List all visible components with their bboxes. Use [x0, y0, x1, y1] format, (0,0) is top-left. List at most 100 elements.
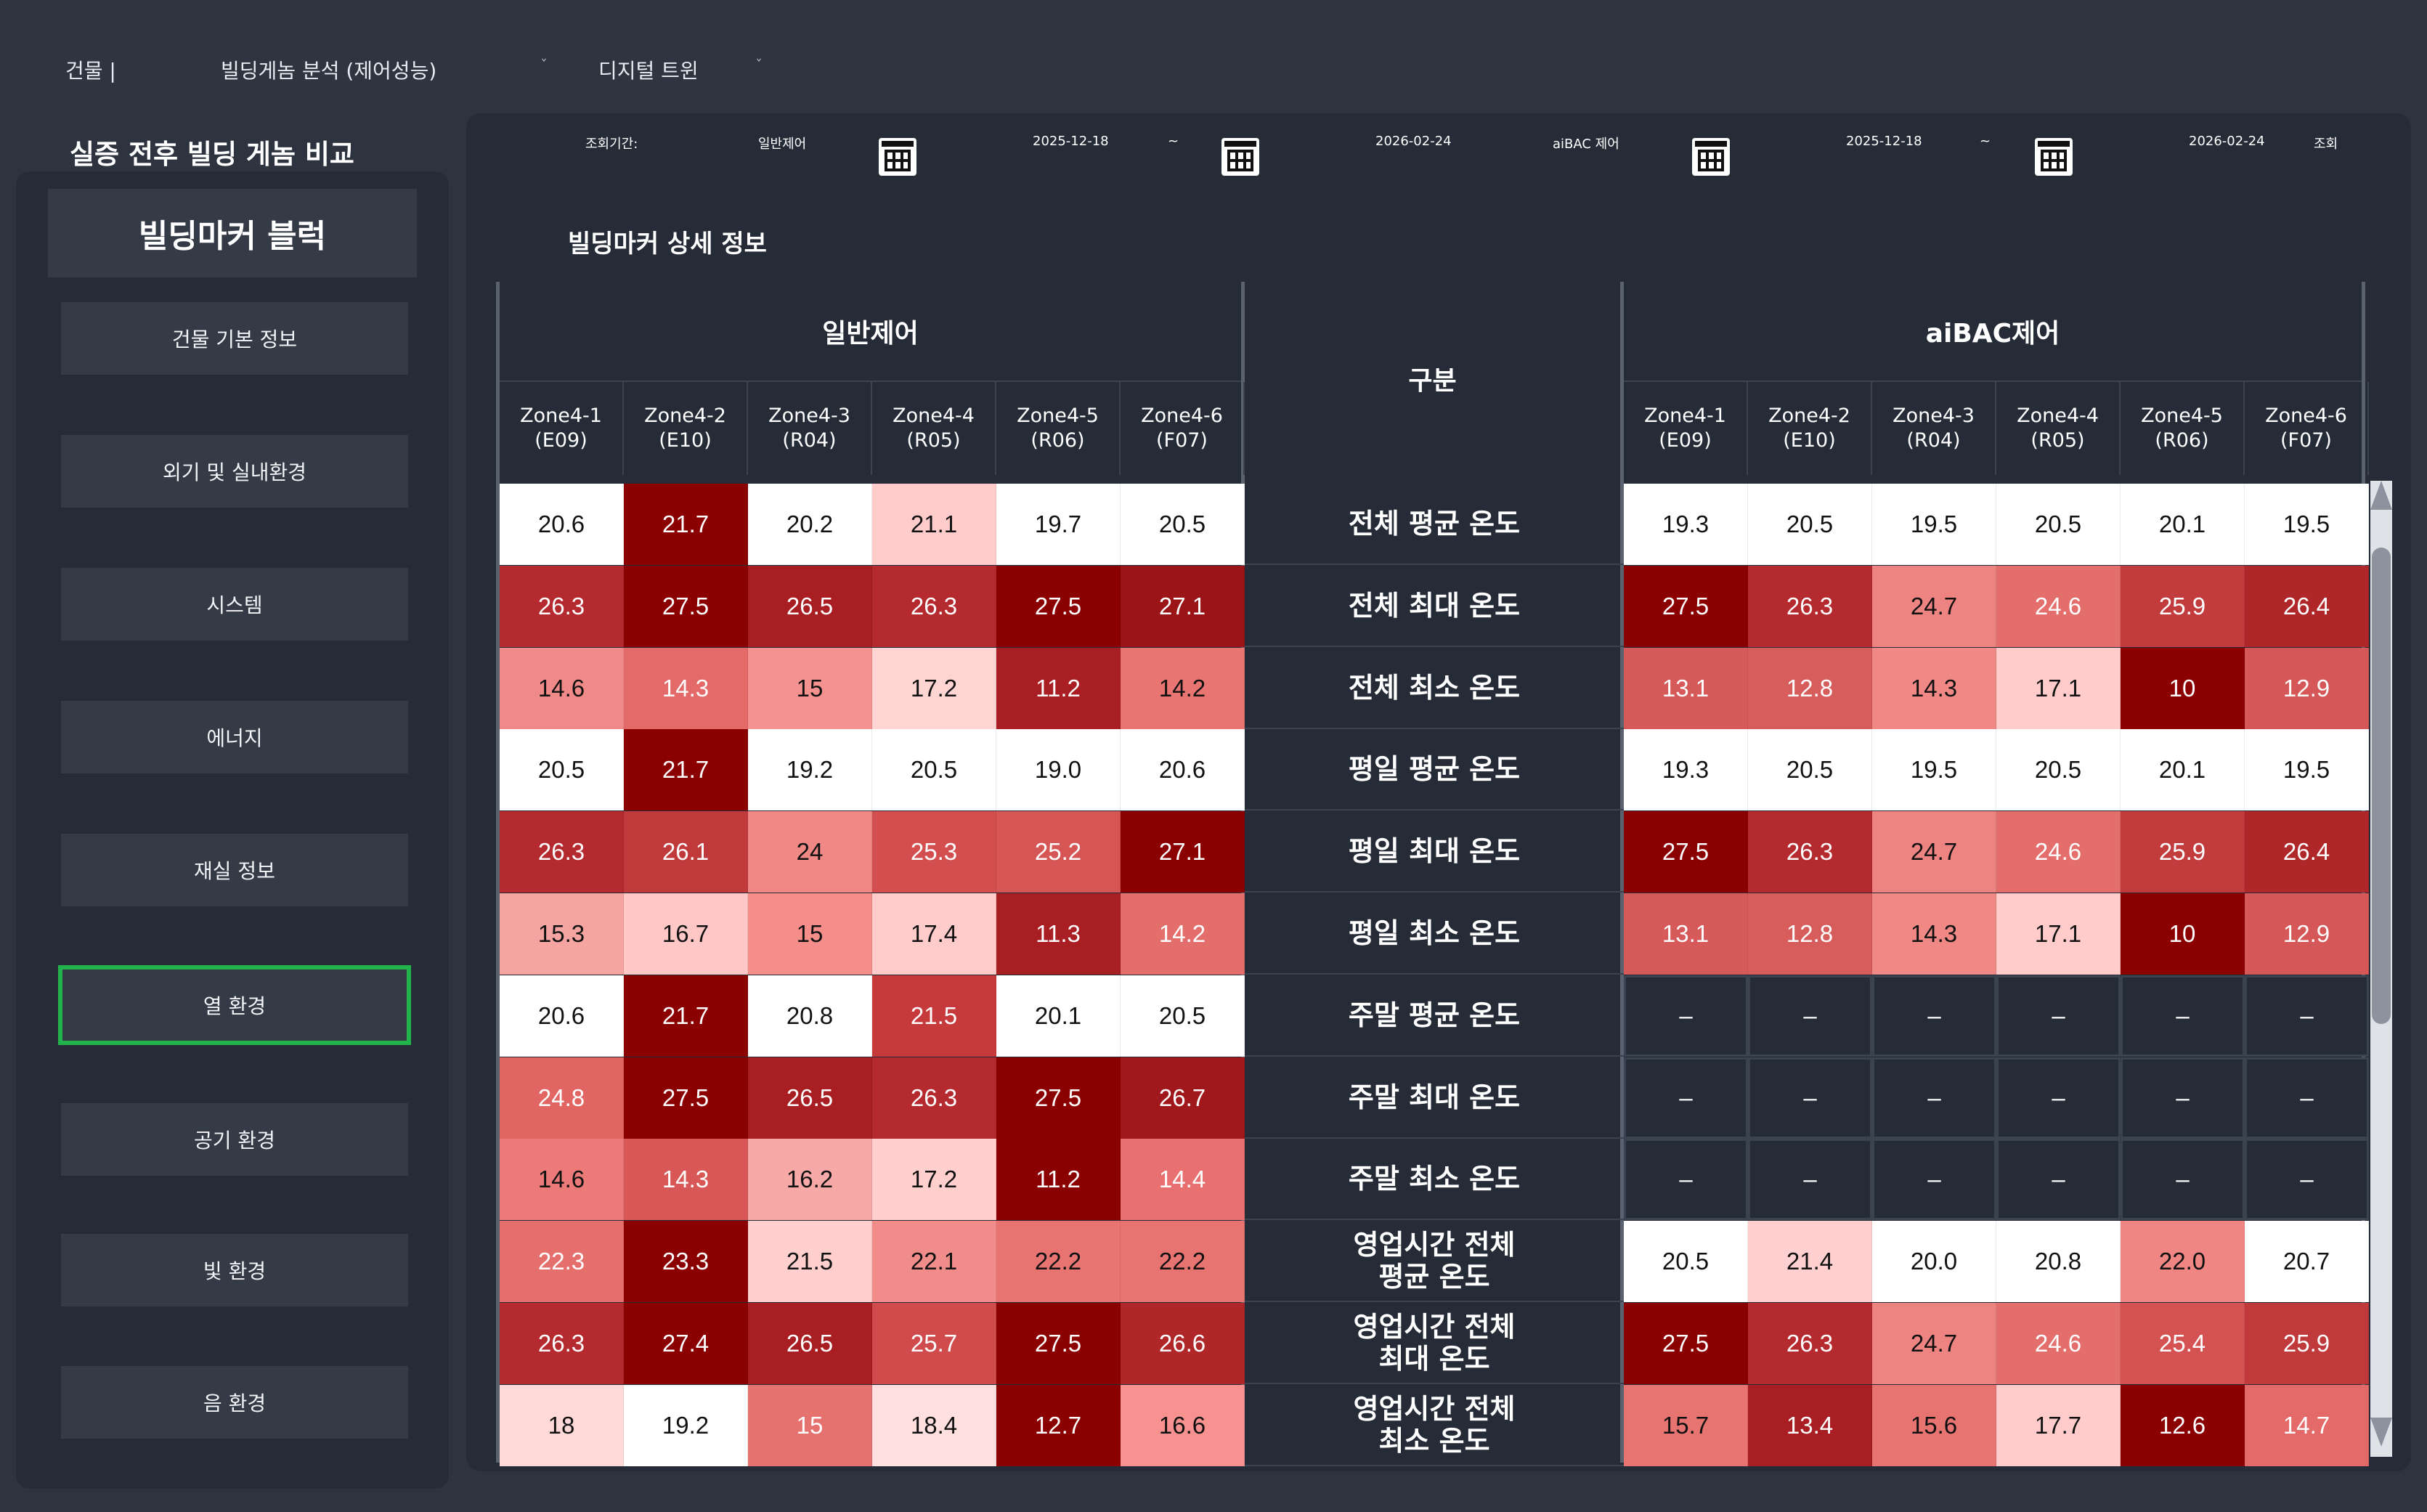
sidebar-item-sound[interactable]: 음 환경: [61, 1366, 408, 1439]
page-title: 실증 전후 빌딩 게놈 비교: [70, 139, 354, 170]
scroll-down-icon[interactable]: [2370, 1418, 2392, 1447]
table-cell-aibac: 12.9: [2245, 648, 2369, 729]
table-cell-aibac: 25.9: [2121, 811, 2245, 893]
table-cell-general: 21.7: [624, 484, 748, 565]
date-separator: ~: [1980, 134, 1991, 149]
table-cell-general: 24.8: [500, 1057, 624, 1139]
table-cell-aibac: –: [2245, 1057, 2369, 1139]
table-cell-aibac: 12.6: [2121, 1385, 2245, 1466]
table-cell-general: 26.5: [748, 1303, 872, 1384]
zone-code: (F07): [2280, 429, 2332, 452]
table-cell-general: 19.2: [624, 1385, 748, 1466]
row-label: 영업시간 전체 최소 온도: [1245, 1385, 1624, 1466]
table-cell-general: 18: [500, 1385, 624, 1466]
calendar-icon[interactable]: [2035, 138, 2073, 176]
zone-name: Zone4-1: [1644, 405, 1726, 427]
nav-genome-menu[interactable]: 빌딩게놈 분석 (제어성능): [221, 59, 437, 83]
calendar-icon[interactable]: [879, 138, 916, 176]
nav-building[interactable]: 건물 |: [65, 59, 116, 83]
row-label: 전체 최대 온도: [1245, 566, 1624, 647]
table-cell-general: 17.4: [872, 893, 996, 975]
table-cell-aibac: 14.3: [1872, 648, 1996, 729]
table-cell-aibac: 17.1: [1996, 648, 2121, 729]
zone-code: (R06): [1030, 429, 1085, 452]
zone-code: (R05): [2030, 429, 2085, 452]
aibac-start-date[interactable]: 2025-12-18: [1846, 134, 1922, 149]
zone-name: Zone4-2: [644, 405, 726, 427]
table-cell-aibac: 14.7: [2245, 1385, 2369, 1466]
zone-header-aibac-3: Zone4-3 (R04): [1872, 382, 1996, 475]
zone-code: (R05): [906, 429, 961, 452]
sidebar-item-light[interactable]: 빛 환경: [61, 1234, 408, 1306]
aibac-end-date[interactable]: 2026-02-24: [2189, 134, 2265, 149]
group-header-aibac: aiBAC제어: [1624, 282, 2362, 382]
table-cell-aibac: 26.3: [1748, 1303, 1872, 1384]
table-cell-general: 15.3: [500, 893, 624, 975]
zone-name: Zone4-2: [1768, 405, 1850, 427]
sidebar-item-environment[interactable]: 외기 및 실내환경: [61, 435, 408, 508]
date-separator: ~: [1168, 134, 1179, 149]
table-cell-aibac: 20.1: [2121, 729, 2245, 810]
zone-name: Zone4-5: [2141, 405, 2223, 427]
table-cell-aibac: 10: [2121, 648, 2245, 729]
table-cell-aibac: 12.8: [1748, 893, 1872, 975]
table-cell-aibac: 26.4: [2245, 566, 2369, 647]
table-cell-aibac: –: [2121, 975, 2245, 1057]
zone-name: Zone4-6: [1141, 405, 1223, 427]
table-cell-general: 22.3: [500, 1221, 624, 1302]
table-cell-aibac: 13.4: [1748, 1385, 1872, 1466]
table-cell-aibac: 12.8: [1748, 648, 1872, 729]
table-cell-aibac: 19.5: [1872, 729, 1996, 810]
table-cell-general: 25.7: [872, 1303, 996, 1384]
scrollbar-thumb[interactable]: [2372, 548, 2391, 1024]
sidebar-item-system[interactable]: 시스템: [61, 568, 408, 641]
table-cell-general: 15: [748, 1385, 872, 1466]
general-start-date[interactable]: 2025-12-18: [1033, 134, 1109, 149]
table-cell-general: 27.1: [1121, 566, 1245, 647]
zone-name: Zone4-4: [893, 405, 975, 427]
zone-header-aibac-4: Zone4-4 (R05): [1996, 382, 2121, 475]
table-cell-aibac: –: [1748, 1139, 1872, 1220]
sidebar-item-building-info[interactable]: 건물 기본 정보: [61, 302, 408, 375]
table-cell-aibac: 19.5: [2245, 729, 2369, 810]
zone-code: (R04): [782, 429, 837, 452]
table-cell-aibac: 17.1: [1996, 893, 2121, 975]
table-cell-general: 21.7: [624, 975, 748, 1057]
calendar-icon[interactable]: [1692, 138, 1730, 176]
sidebar-item-thermal[interactable]: 열 환경: [58, 965, 411, 1045]
table-cell-general: 22.2: [996, 1221, 1121, 1302]
table-cell-general: 21.7: [624, 729, 748, 810]
row-label: 평일 최소 온도: [1245, 893, 1624, 975]
table-cell-aibac: 19.5: [2245, 484, 2369, 565]
table-cell-aibac: 24.7: [1872, 1303, 1996, 1384]
table-cell-aibac: –: [1748, 1057, 1872, 1139]
table-cell-aibac: 20.5: [1996, 484, 2121, 565]
table-cell-general: 26.3: [500, 1303, 624, 1384]
table-cell-general: 26.6: [1121, 1303, 1245, 1384]
chevron-down-icon[interactable]: ˇ: [540, 57, 548, 74]
calendar-icon[interactable]: [1221, 138, 1259, 176]
table-cell-general: 26.5: [748, 1057, 872, 1139]
sidebar-item-occupancy[interactable]: 재실 정보: [61, 834, 408, 906]
table-cell-general: 21.1: [872, 484, 996, 565]
sidebar-item-energy[interactable]: 에너지: [61, 701, 408, 773]
search-button[interactable]: 조회: [2314, 137, 2338, 152]
row-label: 영업시간 전체 평균 온도: [1245, 1221, 1624, 1302]
zone-header-aibac-1: Zone4-1 (E09): [1624, 382, 1748, 475]
zone-header-aibac-2: Zone4-2 (E10): [1748, 382, 1872, 475]
general-end-date[interactable]: 2026-02-24: [1375, 134, 1452, 149]
nav-digital-twin-menu[interactable]: 디지털 트윈: [598, 59, 699, 83]
scroll-up-icon[interactable]: [2370, 481, 2392, 510]
table-cell-general: 27.5: [624, 566, 748, 647]
sidebar-item-air[interactable]: 공기 환경: [61, 1103, 408, 1176]
table-cell-aibac: 20.5: [1996, 729, 2121, 810]
zone-header-general-5: Zone4-5 (R06): [996, 382, 1121, 475]
section-title: 빌딩마커 상세 정보: [568, 229, 767, 259]
table-cell-general: 20.6: [500, 975, 624, 1057]
row-label: 전체 최소 온도: [1245, 648, 1624, 729]
general-control-label: 일반제어: [758, 137, 807, 152]
zone-name: Zone4-3: [768, 405, 850, 427]
table-cell-aibac: 26.3: [1748, 811, 1872, 893]
chevron-down-icon[interactable]: ˇ: [755, 57, 763, 74]
table-cell-general: 26.7: [1121, 1057, 1245, 1139]
